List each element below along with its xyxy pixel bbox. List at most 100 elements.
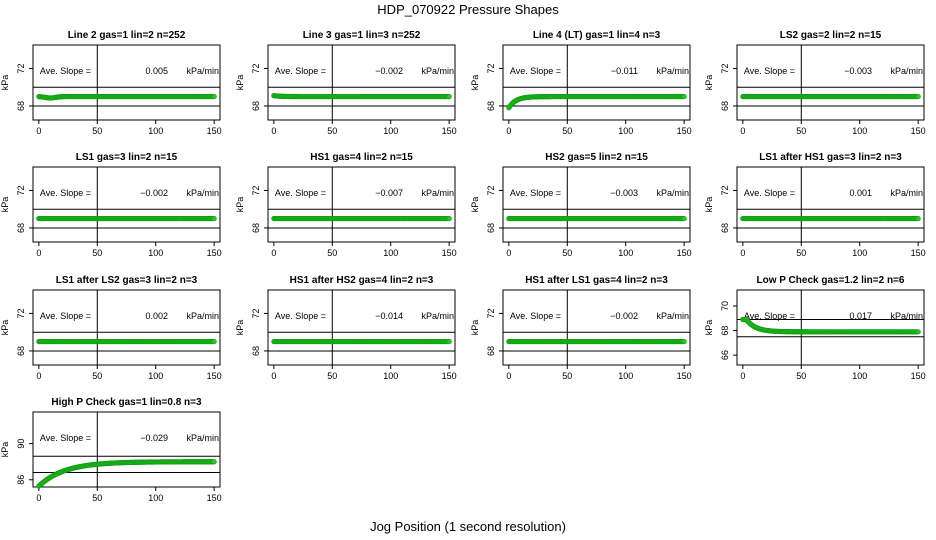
slope-label: Ave. Slope = [275,311,326,321]
plot-frame [32,44,221,121]
x-tick-label: 0 [740,126,745,136]
slope-units: kPa/min [890,66,923,76]
panel-13: High P Check gas=1 lin=0.8 n=3 0 50 100 150 8… [0,397,222,503]
y-tick-label: 66 [720,350,730,360]
data-point [211,338,217,345]
slope-units: kPa/min [421,188,454,198]
x-tick-label: 150 [677,371,692,381]
slope-label: Ave. Slope = [40,433,91,443]
slope-label: Ave. Slope = [40,311,91,321]
slope-label: Ave. Slope = [744,188,795,198]
y-tick-label: 72 [720,185,730,195]
x-tick-label: 100 [148,371,163,381]
panel-12: Low P Check gas=1.2 lin=2 n=6 0 50 100 150 66… [704,275,926,381]
plot-frame [736,289,925,366]
panel-3: Line 4 (LT) gas=1 lin=4 n=3 0 50 100 150 68 72… [470,30,692,136]
slope-value: −0.003 [610,188,638,198]
plot-frame [267,289,456,366]
panel-4: LS2 gas=2 lin=2 n=15 0 50 100 150 68 72 kPa Ave.… [704,30,926,136]
data-series [271,93,452,100]
y-tick-label: 72 [486,308,496,318]
x-tick-label: 0 [740,248,745,258]
slope-label: Ave. Slope = [510,66,561,76]
data-point [915,93,921,100]
slope-label: Ave. Slope = [275,66,326,76]
x-tick-label: 150 [677,248,692,258]
slope-value: 0.017 [849,311,872,321]
panel-title: LS1 after HS1 gas=3 lin=2 n=3 [759,152,902,163]
plot-frame [502,166,691,243]
y-tick-label: 72 [16,63,26,73]
data-point [446,338,452,345]
data-point [681,93,687,100]
x-tick-label: 50 [92,371,102,381]
y-tick-label: 72 [16,308,26,318]
plot-frame [736,44,925,121]
y-axis-label: kPa [0,442,10,458]
x-tick-label: 50 [92,493,102,503]
y-axis-label: kPa [470,320,480,336]
x-tick-label: 150 [207,126,222,136]
x-tick-label: 100 [852,248,867,258]
panel-title: Line 2 gas=1 lin=2 n=252 [68,30,186,41]
y-tick-label: 68 [251,346,261,356]
x-tick-label: 0 [506,371,511,381]
y-axis-label: kPa [470,197,480,213]
panel-title: HS1 after LS1 gas=4 lin=2 n=3 [525,275,668,286]
slope-value: −0.007 [375,188,403,198]
slope-value: 0.005 [145,66,168,76]
y-axis-label: kPa [470,75,480,91]
figure-xlabel: Jog Position (1 second resolution) [370,519,566,534]
plot-frame [267,44,456,121]
x-tick-label: 0 [271,371,276,381]
x-tick-label: 100 [383,126,398,136]
y-tick-label: 68 [486,223,496,233]
panel-title: High P Check gas=1 lin=0.8 n=3 [51,397,202,408]
x-tick-label: 0 [506,126,511,136]
slope-value: −0.002 [610,311,638,321]
slope-label: Ave. Slope = [275,188,326,198]
x-tick-label: 100 [618,126,633,136]
x-tick-label: 150 [677,126,692,136]
slope-units: kPa/min [890,188,923,198]
data-series [36,459,217,489]
y-axis-label: kPa [0,75,10,91]
y-tick-label: 68 [486,101,496,111]
plot-frame [736,166,925,243]
y-axis-label: kPa [235,320,245,336]
x-tick-label: 150 [442,126,457,136]
x-tick-label: 50 [92,248,102,258]
y-tick-label: 68 [16,346,26,356]
y-tick-label: 68 [720,223,730,233]
x-tick-label: 100 [148,248,163,258]
x-tick-label: 50 [562,126,572,136]
y-tick-label: 68 [16,101,26,111]
x-tick-label: 150 [911,371,926,381]
slope-units: kPa/min [421,311,454,321]
plot-frame [32,289,221,366]
slope-units: kPa/min [186,311,219,321]
x-tick-label: 0 [36,493,41,503]
y-tick-label: 68 [486,346,496,356]
panel-title: LS2 gas=2 lin=2 n=15 [780,30,882,41]
y-axis-label: kPa [704,197,714,213]
x-tick-label: 50 [796,126,806,136]
y-tick-label: 72 [251,63,261,73]
slope-value: 0.002 [145,311,168,321]
slope-value: −0.011 [611,66,638,76]
data-point [211,93,217,100]
panel-7: HS2 gas=5 lin=2 n=15 0 50 100 150 68 72 kPa Ave.… [470,152,692,258]
plot-frame [32,166,221,243]
slope-units: kPa/min [186,66,219,76]
x-tick-label: 50 [327,248,337,258]
data-series [36,215,217,222]
y-tick-label: 72 [251,185,261,195]
x-tick-label: 150 [911,248,926,258]
data-series [506,215,687,222]
x-tick-label: 50 [327,371,337,381]
y-tick-label: 68 [251,101,261,111]
slope-label: Ave. Slope = [510,311,561,321]
panel-title: Low P Check gas=1.2 lin=2 n=6 [757,275,905,286]
data-series [271,338,452,345]
figure-title: HDP_070922 Pressure Shapes [377,2,559,17]
